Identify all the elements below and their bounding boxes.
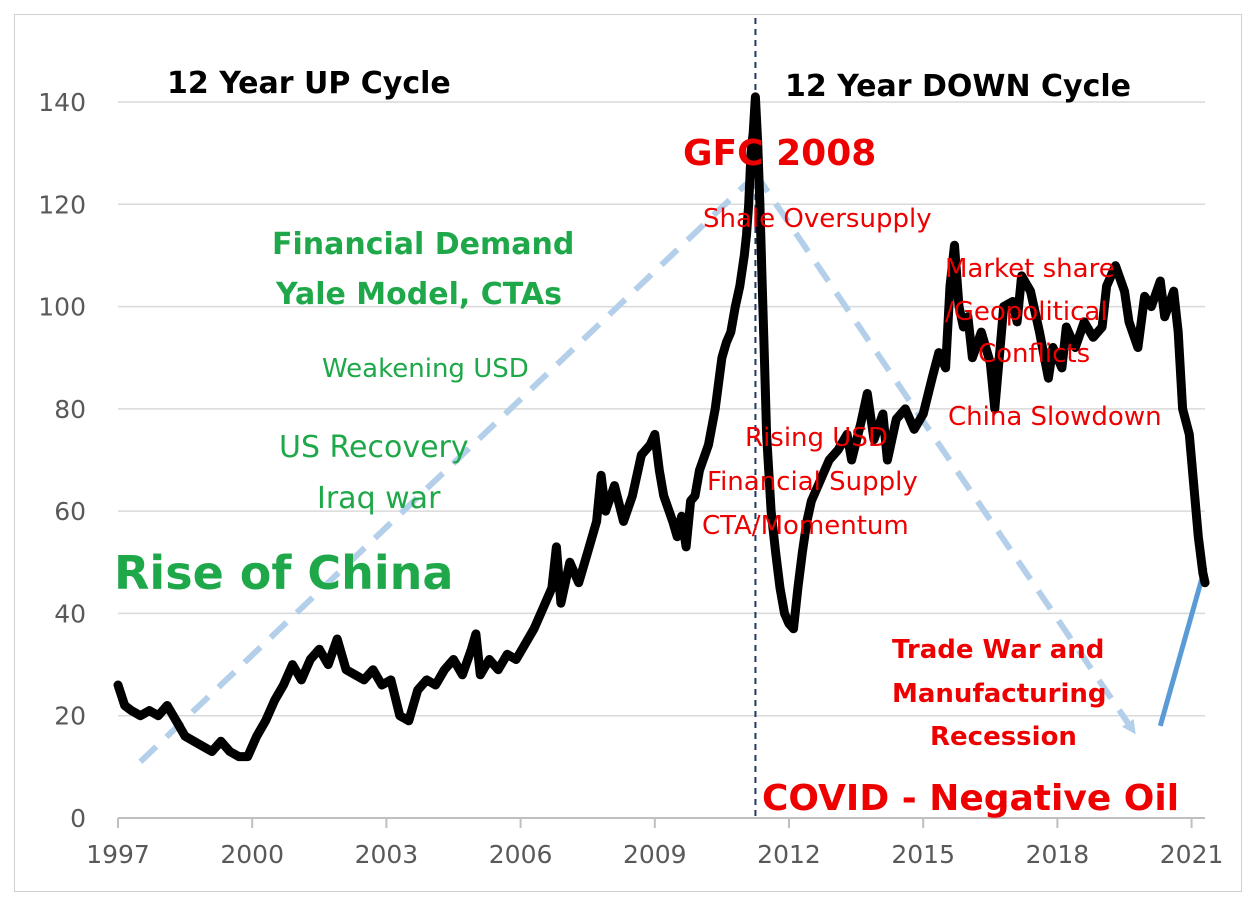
annotation-down-cycle: 12 Year DOWN Cycle <box>785 69 1131 104</box>
annotations: 12 Year UP Cycle 12 Year DOWN Cycle GFC … <box>114 66 1179 819</box>
x-tick-labels: 1997 2000 2003 2006 2009 2012 2015 2018 2021 <box>86 818 1223 869</box>
annotation-us-recovery: US Recovery <box>279 430 469 465</box>
x-tick-label: 2012 <box>757 840 821 869</box>
annotation-cta-momentum: CTA/Momentum <box>702 511 909 541</box>
series-line <box>113 92 1210 762</box>
annotation-financial-demand-1: Financial Demand <box>272 227 574 262</box>
annotation-iraq-war: Iraq war <box>317 481 441 516</box>
recovery-arrow <box>1157 565 1208 727</box>
x-tick-label: 2003 <box>355 840 419 869</box>
x-tick-label: 2006 <box>489 840 553 869</box>
annotation-market-share-2: /Geopolitical <box>945 297 1108 327</box>
annotation-covid: COVID - Negative Oil <box>762 778 1179 819</box>
x-tick-label: 2018 <box>1026 840 1090 869</box>
annotation-trade-war-3: Recession <box>930 722 1077 752</box>
up-cycle-trend <box>138 181 749 764</box>
x-tick-label: 1997 <box>86 840 150 869</box>
x-tick-label: 2015 <box>891 840 955 869</box>
y-tick-label: 80 <box>54 395 86 424</box>
annotation-rise-of-china: Rise of China <box>114 546 453 600</box>
annotation-financial-demand-2: Yale Model, CTAs <box>275 277 562 312</box>
y-tick-label: 20 <box>54 702 86 731</box>
y-tick-label: 120 <box>38 190 86 219</box>
x-tick-label: 2009 <box>623 840 687 869</box>
annotation-weakening-usd: Weakening USD <box>322 354 529 384</box>
x-tick-label: 2021 <box>1160 840 1224 869</box>
y-tick-label: 40 <box>54 599 86 628</box>
y-tick-label: 60 <box>54 497 86 526</box>
y-tick-label: 100 <box>38 293 86 322</box>
y-tick-labels: 0 20 40 60 80 100 120 140 <box>38 88 86 833</box>
annotation-shale: Shale Oversupply <box>703 204 932 234</box>
annotation-gfc: GFC 2008 <box>683 133 876 174</box>
down-cycle-trend <box>752 171 1136 735</box>
x-tick-label: 2000 <box>220 840 284 869</box>
annotation-trade-war-1: Trade War and <box>892 635 1104 665</box>
annotation-china-slowdown: China Slowdown <box>948 402 1162 432</box>
chart-frame <box>14 14 1242 892</box>
annotation-market-share-3: Conflicts <box>978 339 1090 369</box>
annotation-trade-war-2: Manufacturing <box>892 679 1107 709</box>
annotation-up-cycle: 12 Year UP Cycle <box>167 66 451 101</box>
y-tick-label: 0 <box>70 804 86 833</box>
trend-arrows <box>138 171 1208 764</box>
y-tick-label: 140 <box>38 88 86 117</box>
annotation-rising-usd: Rising USD <box>745 423 888 453</box>
annotation-financial-supply: Financial Supply <box>707 467 918 497</box>
annotation-market-share-1: Market share <box>945 254 1115 284</box>
